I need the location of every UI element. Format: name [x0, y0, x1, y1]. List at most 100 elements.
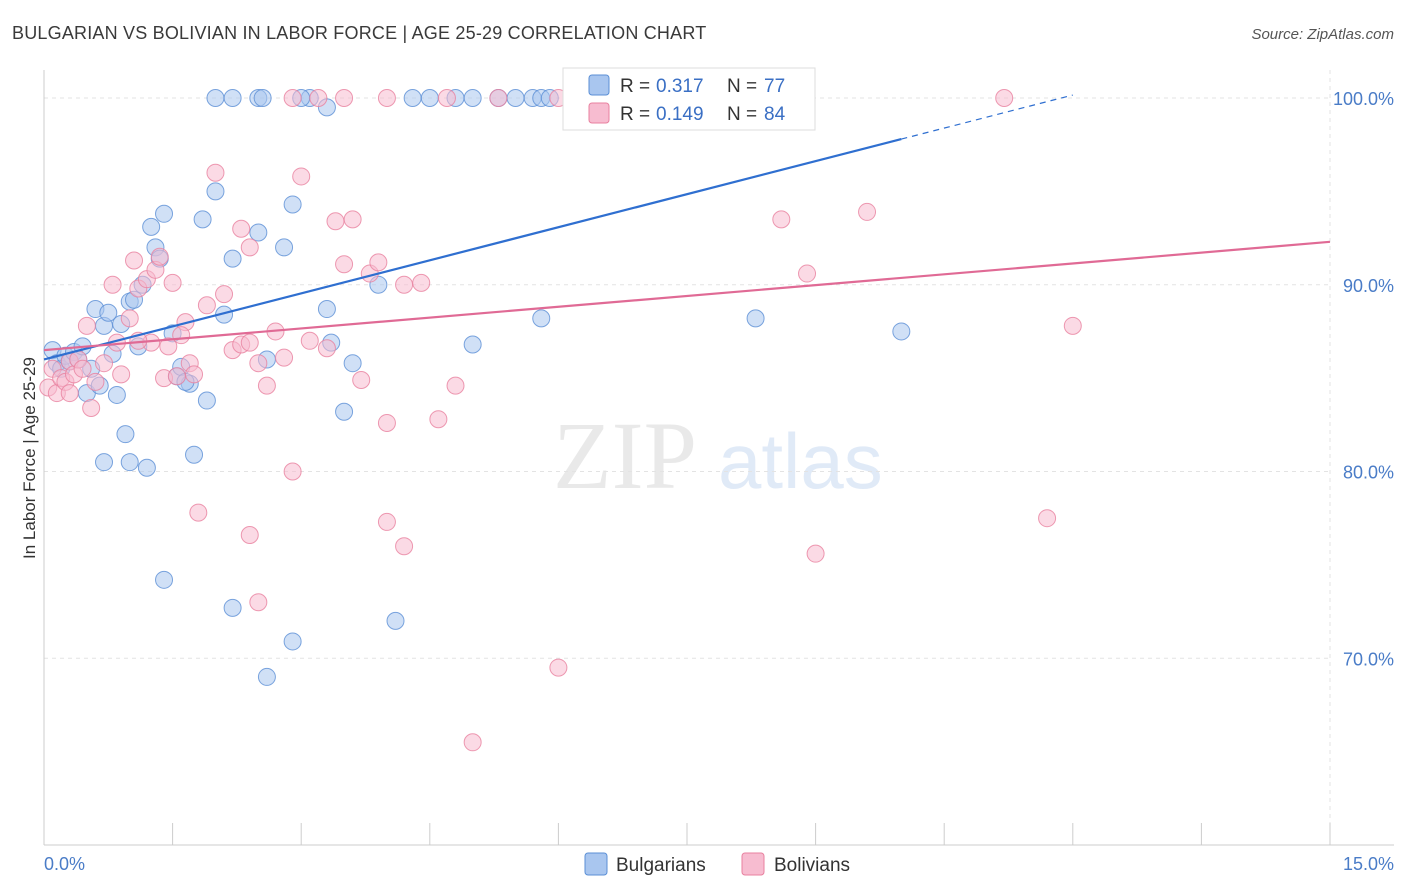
point-bulgarians-15 — [107, 385, 126, 404]
point-bulgarians-17 — [116, 425, 135, 444]
point-bolivians-77 — [283, 89, 302, 108]
point-bulgarians-53 — [253, 89, 272, 108]
point-bolivians-30 — [189, 503, 208, 522]
point-bolivians-36 — [240, 238, 259, 257]
legend-n-label-bulgarians: N = — [727, 76, 757, 97]
axes — [43, 70, 1394, 846]
legend-n-label-bolivians: N = — [727, 104, 757, 125]
point-bolivians-40 — [275, 348, 294, 367]
point-bulgarians-51 — [223, 89, 242, 108]
point-bulgarians-75 — [197, 391, 216, 410]
point-bolivians-81 — [172, 326, 191, 345]
point-bolivians-53 — [412, 273, 431, 292]
point-bolivians-50 — [369, 253, 388, 272]
point-bulgarians-57 — [463, 89, 482, 108]
point-bulgarians-69 — [283, 632, 302, 651]
point-bolivians-9 — [77, 316, 96, 335]
trend-line-bulgarians-extension — [901, 94, 1073, 140]
point-bulgarians-39 — [283, 195, 302, 214]
point-bolivians-83 — [240, 333, 259, 352]
point-bolivians-55 — [446, 376, 465, 395]
x-tick-label-min: 0.0% — [44, 854, 85, 874]
point-bolivians-47 — [343, 210, 362, 229]
point-bolivians-72 — [489, 89, 508, 108]
point-bolivians-76 — [309, 89, 328, 108]
point-bolivians-22 — [150, 247, 169, 266]
y-tick-label-3: 70.0% — [1343, 649, 1394, 669]
point-bolivians-46 — [335, 255, 354, 274]
point-bolivians-74 — [377, 89, 396, 108]
point-bolivians-59 — [395, 537, 414, 556]
point-bolivians-62 — [772, 210, 791, 229]
point-bulgarians-36 — [249, 223, 268, 242]
legend-swatch-bolivians — [588, 102, 610, 124]
point-bolivians-16 — [120, 309, 139, 328]
point-bolivians-15 — [112, 365, 131, 384]
legend-r-value-bulgarians: 0.317 — [656, 76, 704, 97]
point-bolivians-10 — [82, 399, 101, 418]
point-bulgarians-35 — [223, 249, 242, 268]
point-bulgarians-68 — [223, 598, 242, 617]
bottom-legend-swatch-bolivians — [741, 852, 765, 876]
svg-text:ZIP: ZIP — [553, 402, 697, 509]
point-bolivians-35 — [232, 219, 251, 238]
point-bolivians-54 — [429, 410, 448, 429]
point-bulgarians-23 — [142, 217, 161, 236]
bottom-legend-label-bolivians: Bolivians — [774, 855, 850, 876]
legend-r-label-bulgarians: R = — [620, 76, 650, 97]
point-bulgarians-50 — [206, 89, 225, 108]
point-bulgarians-74 — [892, 322, 911, 341]
point-bulgarians-55 — [420, 89, 439, 108]
bottom-legend-label-bulgarians: Bulgarians — [616, 855, 706, 876]
point-bolivians-43 — [300, 331, 319, 350]
point-bulgarians-33 — [206, 182, 225, 201]
point-bulgarians-45 — [386, 611, 405, 630]
bottom-legend-swatch-bulgarians — [584, 852, 608, 876]
point-bulgarians-31 — [185, 445, 204, 464]
point-bolivians-58 — [377, 512, 396, 531]
point-bolivians-79 — [60, 384, 79, 403]
point-bolivians-73 — [437, 89, 456, 108]
point-bolivians-68 — [995, 89, 1014, 108]
point-bolivians-63 — [798, 264, 817, 283]
y-tick-labels: 100.0% 90.0% 80.0% 70.0% — [1333, 89, 1394, 669]
point-bulgarians-13 — [99, 303, 118, 322]
point-bolivians-56 — [240, 526, 259, 544]
point-bolivians-65 — [858, 202, 877, 221]
point-bulgarians-70 — [257, 667, 276, 686]
point-bolivians-33 — [215, 285, 234, 304]
point-bolivians-25 — [163, 273, 182, 292]
point-bulgarians-26 — [155, 204, 174, 223]
point-bolivians-42 — [292, 167, 311, 186]
point-bulgarians-73 — [746, 309, 765, 328]
point-bulgarians-72 — [532, 309, 551, 328]
trend-line-bulgarians — [43, 138, 902, 361]
point-bulgarians-42 — [335, 402, 354, 421]
point-bolivians-75 — [335, 89, 354, 108]
legend-r-value-bolivians: 0.149 — [656, 104, 704, 125]
point-bolivians-32 — [206, 163, 225, 182]
point-bulgarians-40 — [317, 300, 336, 319]
point-bolivians-51 — [377, 413, 396, 432]
point-bolivians-13 — [103, 275, 122, 294]
point-bulgarians-67 — [120, 453, 139, 472]
point-bolivians-44 — [317, 339, 336, 358]
point-bulgarians-59 — [506, 89, 525, 108]
legend-n-value-bulgarians: 77 — [764, 76, 785, 97]
y-tick-label-1: 90.0% — [1343, 276, 1394, 296]
point-bulgarians-66 — [155, 570, 174, 589]
series-legend: Bulgarians Bolivians — [584, 852, 850, 876]
point-bulgarians-46 — [463, 335, 482, 354]
point-bolivians-67 — [1063, 316, 1082, 335]
point-bolivians-29 — [185, 365, 204, 384]
point-bolivians-66 — [1038, 509, 1057, 528]
point-bolivians-12 — [95, 354, 114, 373]
y-axis-label: In Labor Force | Age 25-29 — [20, 357, 39, 559]
point-bolivians-31 — [197, 296, 216, 315]
point-bulgarians-54 — [403, 89, 422, 108]
point-bolivians-38 — [257, 376, 276, 395]
series-bulgarians-points — [43, 89, 911, 686]
point-bolivians-48 — [352, 371, 371, 389]
chart-source: Source: ZipAtlas.com — [1251, 26, 1394, 43]
